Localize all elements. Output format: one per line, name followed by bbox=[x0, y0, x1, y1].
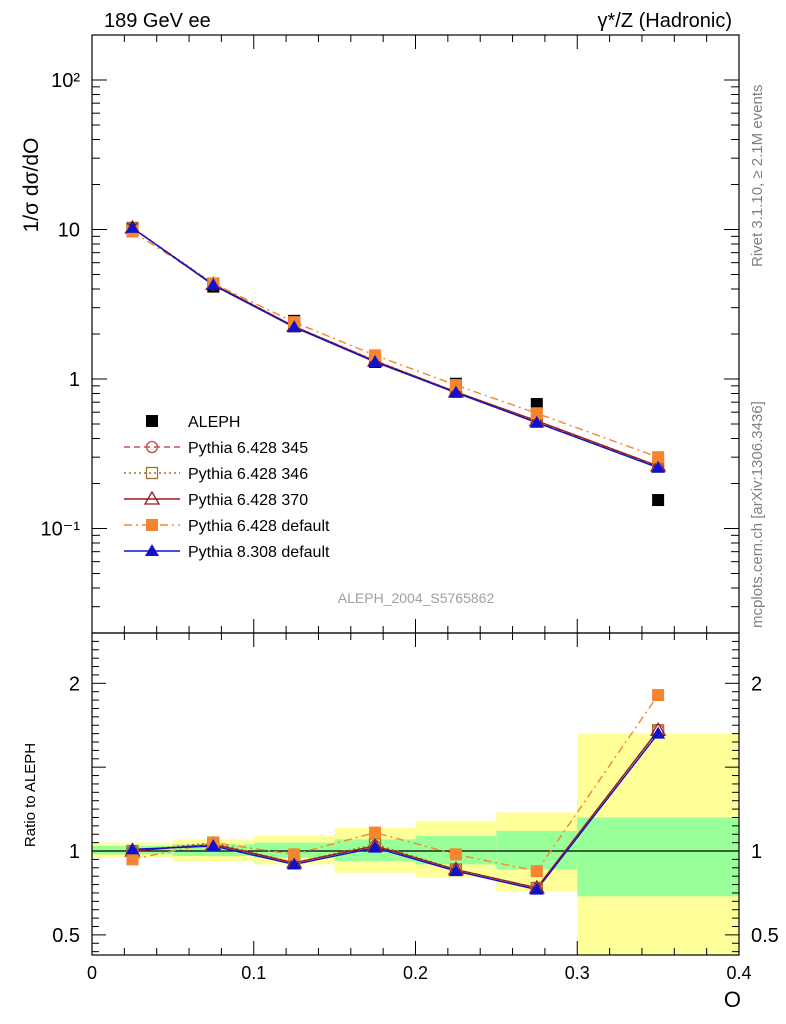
analysis-watermark: ALEPH_2004_S5765862 bbox=[338, 590, 495, 606]
ratio-point-pythia-6-428-default-0 bbox=[126, 853, 139, 866]
main-series-markers bbox=[124, 219, 667, 507]
main-ytick-label-0: 10⁻¹ bbox=[41, 519, 81, 541]
ratio-point-pythia-6-428-default-6 bbox=[652, 689, 665, 702]
ratio-band-inner-5 bbox=[496, 830, 578, 870]
ratio-point-pythia-8-308-default-5 bbox=[529, 882, 544, 895]
ratio-ylabel: Ratio to ALEPH bbox=[22, 743, 39, 847]
ratio-point-pythia-8-308-default-3 bbox=[368, 840, 383, 853]
ratio-ytick-label-left-0: 0.5 bbox=[52, 925, 80, 947]
legend-label-pythia6-346: Pythia 6.428 346 bbox=[188, 466, 308, 483]
main-ytick-label-1: 1 bbox=[69, 369, 80, 391]
main-point-aleph-5 bbox=[530, 398, 543, 411]
main-point-pythia-8-308-default-6 bbox=[651, 460, 666, 473]
main-point-pythia-8-308-default-4 bbox=[448, 385, 463, 398]
ratio-series-markers bbox=[124, 689, 667, 895]
ratio-ytick-label-right-0: 0.5 bbox=[751, 925, 779, 947]
legend-label-pythia6-345: Pythia 6.428 345 bbox=[188, 440, 308, 457]
main-ytick-label-3: 10² bbox=[51, 70, 80, 92]
axes-ticks: 0 0.1 0.2 0.3 0.4 10⁻¹ 1 10 10² 0.5 0.5 1 1 2 2 bbox=[41, 34, 779, 983]
legend-marker-pythia-6-428-346 bbox=[145, 466, 159, 480]
ratio-ytick-label-right-1: 1 bbox=[751, 841, 762, 863]
legend-marker-pythia-8-308-default bbox=[145, 544, 159, 556]
ratio-point-pythia-8-308-default-0 bbox=[125, 842, 140, 855]
main-ylabel: 1/σ dσ/dO bbox=[20, 138, 43, 233]
legend-marker-pythia-6-428-default bbox=[146, 519, 158, 531]
main-series-lines bbox=[131, 227, 659, 469]
main-point-pythia-8-308-default-5 bbox=[529, 415, 544, 428]
legend-label-pythia6-370: Pythia 6.428 370 bbox=[188, 492, 308, 509]
main-point-pythia-8-308-default-3 bbox=[368, 354, 383, 367]
ratio-point-pythia-8-308-default-2 bbox=[287, 857, 302, 870]
ratio-point-pythia-6-428-default-5 bbox=[530, 865, 543, 878]
ratio-point-pythia-8-308-default-1 bbox=[206, 838, 221, 851]
legend-symbols bbox=[124, 415, 180, 556]
main-ytick-label-2: 10 bbox=[58, 220, 80, 242]
ratio-point-pythia-6-428-default-2 bbox=[288, 848, 301, 861]
legend-label-pythia6-default: Pythia 6.428 default bbox=[188, 518, 330, 535]
ratio-point-pythia-8-308-default-6 bbox=[651, 726, 666, 739]
ratio-xlabel: O bbox=[724, 987, 741, 1012]
x-tick-label-1: 0.1 bbox=[241, 963, 266, 983]
legend-marker-pythia-6-428-370 bbox=[143, 490, 161, 505]
ratio-uncertainty-bands bbox=[92, 733, 739, 955]
ratio-point-pythia-6-428-default-4 bbox=[449, 848, 462, 861]
mcplots-label: mcplots.cern.ch [arXiv:1306.3436] bbox=[749, 401, 766, 628]
header-left: 189 GeV ee bbox=[104, 10, 211, 32]
legend-marker-aleph bbox=[146, 415, 158, 427]
ratio-ytick-label-left-1: 1 bbox=[69, 841, 80, 863]
main-point-pythia-6-428-default-5 bbox=[530, 407, 543, 420]
main-point-pythia-8-308-default-0 bbox=[125, 220, 140, 233]
x-tick-label-0: 0 bbox=[87, 963, 97, 983]
main-point-pythia-8-308-default-2 bbox=[287, 320, 302, 333]
x-tick-label-3: 0.3 bbox=[565, 963, 590, 983]
legend-marker-pythia-6-428-345 bbox=[145, 440, 159, 454]
ratio-point-pythia-8-308-default-4 bbox=[448, 864, 463, 877]
main-point-pythia-6-428-default-6 bbox=[652, 451, 665, 464]
legend-label-pythia8-default: Pythia 8.308 default bbox=[188, 544, 330, 561]
legend-label-aleph: ALEPH bbox=[188, 414, 240, 431]
rivet-label: Rivet 3.1.10, ≥ 2.1M events bbox=[749, 85, 766, 268]
ratio-ytick-label-left-2: 2 bbox=[69, 673, 80, 695]
main-point-pythia-6-428-default-4 bbox=[449, 379, 462, 392]
ratio-point-pythia-6-428-default-3 bbox=[369, 826, 382, 839]
main-point-pythia-8-308-default-1 bbox=[206, 278, 221, 291]
main-line-pythia-8-308-default bbox=[131, 227, 659, 469]
x-tick-label-2: 0.2 bbox=[403, 963, 428, 983]
ratio-band-inner-6 bbox=[577, 817, 739, 897]
ratio-ytick-label-right-2: 2 bbox=[751, 673, 762, 695]
header-right: γ*/Z (Hadronic) bbox=[598, 10, 732, 32]
x-tick-label-4: 0.4 bbox=[726, 963, 751, 983]
main-point-aleph-6 bbox=[652, 494, 665, 507]
legend: ALEPH Pythia 6.428 345 Pythia 6.428 346 … bbox=[124, 414, 330, 561]
